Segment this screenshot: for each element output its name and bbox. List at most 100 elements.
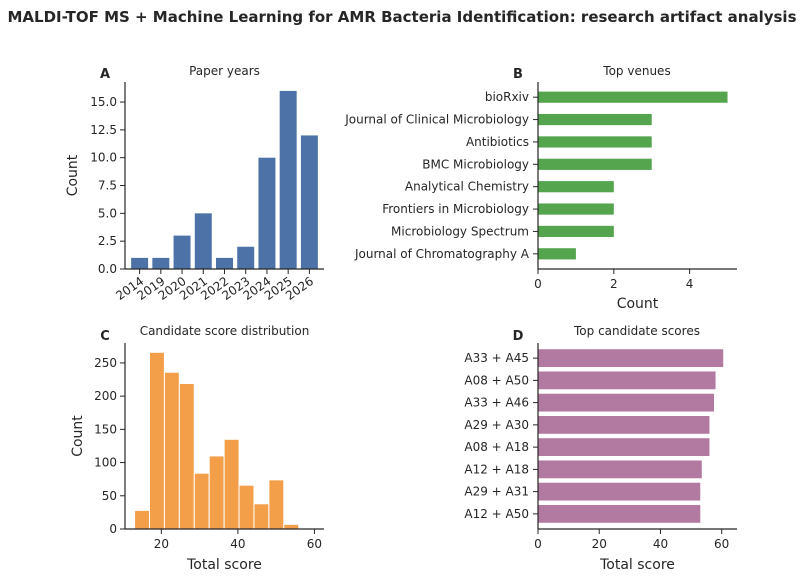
panel-c-x-ticks: 20 40 60 [154, 529, 322, 551]
panel-a-bars [131, 90, 318, 270]
panel-c-histogram-bin [134, 509, 150, 530]
panel-b-letter: B [513, 67, 523, 82]
panel-d-bar [538, 349, 724, 368]
panel-d-y-tick-label: A33 + A46 [464, 396, 529, 410]
panel-d-x-tick-label: 0 [534, 537, 542, 551]
panel-a-bar [300, 135, 318, 269]
panel-d-bars [538, 349, 724, 523]
panel-a-bar [173, 235, 191, 269]
panel-a-y-tick-label: 12.5 [90, 123, 117, 137]
panel-c-y-tick-label: 250 [94, 356, 117, 370]
panel-d-x-tick-label: 40 [653, 537, 668, 551]
panel-b-x-tick-label: 2 [610, 277, 618, 291]
panel-b-y-tick-label: BMC Microbiology [422, 157, 529, 171]
panel-d-bar [538, 460, 702, 479]
panel-d-title: Top candidate scores [573, 324, 700, 338]
panel-a-bar [258, 157, 276, 269]
panel-d-x-tick-label: 60 [714, 537, 729, 551]
panel-b-bar [538, 91, 728, 103]
panel-a-title: Paper years [189, 64, 260, 78]
panel-a-bar [237, 246, 255, 269]
panel-c-title: Candidate score distribution [140, 324, 310, 338]
panel-d-y-tick-label: A12 + A18 [464, 462, 529, 476]
panel-a-bar [216, 257, 233, 269]
panel-b-x-tick-label: 0 [534, 277, 542, 291]
panel-b-bar [538, 248, 576, 260]
panel-c-x-tick-label: 40 [230, 537, 245, 551]
panel-a-y-tick-label: 5.0 [98, 206, 117, 220]
panel-d-y-tick-label: A29 + A30 [464, 418, 529, 432]
figure-title: MALDI-TOF MS + Machine Learning for AMR … [7, 8, 796, 26]
panel-d-bar [538, 393, 715, 412]
panel-b-bars [538, 91, 728, 260]
panel-c-histogram-bin [283, 523, 300, 530]
panel-a-y-tick-label: 2.5 [98, 234, 117, 248]
panel-c-histogram-bin [208, 455, 225, 530]
panel-b-x-tick-label: 4 [686, 277, 694, 291]
panel-a-bar [194, 213, 212, 269]
panel-d-bar [538, 415, 710, 434]
panel-c-histogram-bin [163, 371, 180, 530]
panel-c-y-tick-label: 0 [109, 522, 117, 536]
panel-b-y-tick-label: Antibiotics [466, 135, 529, 149]
panel-b-y-tick-label: Frontiers in Microbiology [382, 202, 529, 216]
panel-b-bar [538, 136, 652, 148]
panel-a-bar [152, 257, 170, 269]
panel-c-histogram-bin [253, 503, 270, 530]
panel-c-bins [134, 351, 325, 530]
panel-d-letter: D [513, 329, 524, 344]
panel-b-bar [538, 203, 614, 215]
panel-a-y-tick-label: 10.0 [90, 151, 117, 165]
panel-c-histogram-bin [178, 383, 195, 530]
panel-c-histogram-bin [238, 484, 255, 530]
panel-b-y-tick-label: Journal of Chromatography A [354, 247, 530, 261]
panel-c-score-distribution: C Candidate score distribution 0 50 100 150… [70, 324, 325, 573]
panel-b-y-tick-label: Analytical Chemistry [405, 180, 529, 194]
panel-a-y-tick-label: 15.0 [90, 95, 117, 109]
panel-d-bar [538, 371, 716, 390]
panel-b-bar [538, 158, 652, 170]
panel-d-y-tick-label: A33 + A45 [464, 351, 529, 365]
panel-b-top-venues: B Top venues bioRxiv Journal of Clinical … [344, 64, 737, 312]
panel-d-x-label: Total score [599, 557, 675, 573]
panel-c-y-tick-label: 150 [94, 422, 117, 436]
panel-b-y-ticks: bioRxiv Journal of Clinical Microbiology A… [344, 90, 538, 261]
panel-d-bar [538, 504, 701, 523]
panel-a-bar [279, 90, 297, 270]
panel-c-histogram-bin [193, 472, 210, 530]
panel-d-bar [538, 482, 701, 501]
panel-b-x-ticks: 0 2 4 [534, 269, 693, 291]
panel-d-y-tick-label: A29 + A31 [464, 485, 529, 499]
panel-a-bar [131, 257, 149, 269]
panel-d-x-tick-label: 20 [592, 537, 607, 551]
panel-a-y-ticks: 0.0 2.5 5.0 7.5 10.0 12.5 15.0 [90, 95, 125, 276]
panel-c-histogram-bin [223, 438, 240, 530]
panel-c-y-ticks: 0 50 100 150 200 250 [94, 356, 125, 536]
panel-d-bar [538, 438, 710, 457]
panel-b-bar [538, 113, 652, 126]
panel-b-y-tick-label: Microbiology Spectrum [391, 224, 529, 238]
panel-d-top-candidate-scores: D Top candidate scores A33 + A45 A08 + A5… [464, 324, 737, 573]
panel-b-y-tick-label: Journal of Clinical Microbiology [344, 113, 529, 127]
panel-d-x-ticks: 0 20 40 60 [534, 529, 729, 551]
panel-c-y-tick-label: 100 [94, 456, 117, 470]
panel-a-y-tick-label: 0.0 [98, 262, 117, 276]
panel-c-histogram-bin [268, 479, 285, 530]
panel-c-x-label: Total score [186, 557, 262, 573]
panel-a-letter: A [100, 67, 110, 82]
panel-b-bar [538, 225, 614, 238]
panel-d-y-tick-label: A08 + A18 [464, 440, 529, 454]
panel-a-y-label: Count [65, 154, 81, 196]
panel-a-paper-years: A Paper years 0.0 2.5 5.0 7.5 10.0 12.5 15.0 2… [65, 64, 324, 303]
panel-d-y-tick-label: A12 + A50 [464, 507, 529, 521]
panel-c-letter: C [100, 329, 110, 344]
panel-b-y-tick-label: bioRxiv [485, 90, 529, 104]
panel-b-title: Top venues [602, 64, 670, 78]
panel-c-histogram-bin [148, 351, 165, 530]
panel-c-x-tick-label: 60 [307, 537, 322, 551]
panel-b-x-label: Count [617, 296, 659, 312]
panel-d-y-ticks: A33 + A45 A08 + A50 A33 + A46 A29 + A30 A08 … [464, 351, 538, 521]
panel-a-y-tick-label: 7.5 [98, 179, 117, 193]
